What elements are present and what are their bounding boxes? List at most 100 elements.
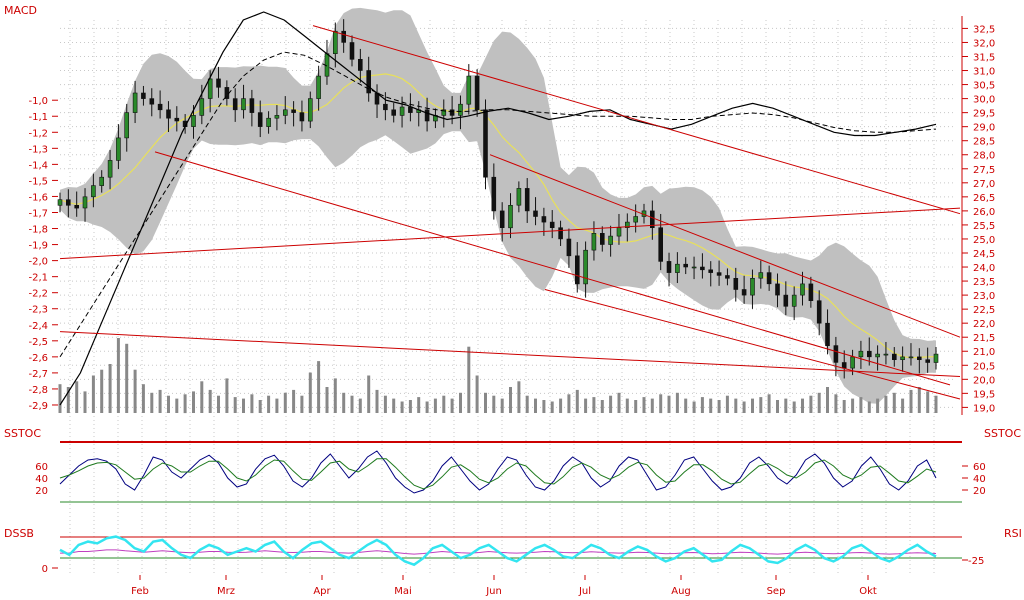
volume-bar (567, 394, 571, 414)
volume-bar (133, 369, 137, 413)
candle-body (282, 109, 288, 116)
price-tick-label: 26,0 (973, 207, 995, 218)
candle-body (633, 216, 639, 223)
price-tick-label: 22,0 (973, 319, 995, 330)
price-tick-label: 31,0 (973, 67, 995, 78)
macd-tick-label: -2,8 (28, 385, 48, 396)
candle-body (257, 112, 263, 127)
candle-body (516, 188, 522, 206)
volume-bar (225, 378, 229, 413)
volume-bar (509, 387, 512, 413)
price-tick-label: 20,5 (973, 361, 995, 372)
candle-body (274, 115, 280, 119)
volume-bar (500, 398, 504, 413)
stoch-left-tick-label: 60 (35, 462, 48, 473)
volume-bar (792, 401, 796, 413)
candle-body (166, 109, 171, 119)
candle-body (925, 359, 931, 363)
volume-bar (400, 401, 404, 413)
x-axis: Feb Mrz Apr Mai Jun Jul Aug Sep Okt (131, 575, 877, 597)
trendline-upper (312, 25, 961, 215)
volume-bar (909, 389, 913, 413)
volume-bar (884, 395, 888, 413)
volume-bar (233, 397, 237, 413)
volume-bar (141, 384, 145, 413)
volume-bar (725, 395, 729, 413)
price-tick-label: 27,0 (973, 179, 995, 190)
price-tick-label: 29,5 (973, 109, 995, 120)
x-tick-label: Jul (578, 586, 591, 597)
volume-bar (367, 375, 371, 413)
bollinger-band (60, 7, 936, 404)
rsi-tick-label: -25 (968, 556, 984, 567)
volume-bar (125, 343, 129, 413)
candle-body (591, 233, 597, 251)
volume-bar (116, 338, 120, 413)
candle-body (149, 98, 155, 105)
candle-body (491, 176, 497, 212)
trendline-rising (59, 207, 961, 260)
volume-bar (475, 375, 479, 413)
candle-body (624, 221, 630, 229)
volume-bar (158, 389, 162, 413)
stoch-left-tick-label: 40 (35, 474, 48, 485)
volume-bar (759, 397, 763, 413)
volume-bar (801, 398, 804, 413)
candle-body (616, 227, 622, 237)
price-tick-label: 23,5 (973, 277, 995, 288)
volume-bar (392, 398, 396, 413)
volume-bar (525, 395, 529, 413)
x-tick-label: Aug (671, 586, 691, 597)
macd-tick-label: -1,3 (28, 144, 48, 155)
macd-tick-label: -1,1 (28, 112, 48, 123)
candle-body (241, 98, 246, 111)
volume-bar (108, 364, 112, 413)
price-tick-label: 22,5 (973, 305, 995, 316)
stoch-fast-line (59, 450, 937, 494)
candle-body (174, 117, 180, 122)
volume-bar (600, 400, 604, 413)
volume-bar (851, 398, 855, 413)
candle-body (649, 210, 655, 228)
candle-body (733, 277, 739, 290)
candle-body (858, 350, 864, 358)
volume-bar (917, 387, 921, 413)
candle-body (800, 283, 805, 296)
macd-tick-label: -2,3 (28, 305, 48, 316)
volume-bar (717, 400, 721, 413)
candle-body (266, 117, 271, 127)
candle-body (57, 199, 63, 206)
candle-body (816, 300, 822, 324)
candle-body (383, 103, 388, 111)
x-tick-label: Sep (767, 586, 786, 597)
candle-body (566, 238, 572, 257)
candle-body (741, 289, 747, 296)
volume-bar (317, 361, 321, 413)
dssb-panel-left-label: DSSB (4, 527, 34, 540)
volume-bar (450, 398, 454, 413)
candle-body (141, 92, 146, 99)
volume-bar (625, 398, 629, 413)
moving-average (59, 73, 937, 359)
volume-bars (58, 338, 938, 414)
volume-bar (734, 398, 738, 413)
macd-tick-label: -1,2 (28, 128, 48, 139)
volume-bar (842, 400, 846, 413)
trendline-channel-lower (544, 289, 961, 400)
candle-body (82, 196, 88, 209)
candle-body (850, 356, 855, 369)
volume-bar (75, 381, 79, 413)
macd-tick-label: -1,9 (28, 241, 48, 252)
volume-bar (659, 394, 663, 414)
volume-bar (100, 369, 104, 413)
volume-bar (200, 381, 204, 413)
macd-tick-label: -1,0 (28, 96, 48, 107)
stoch-panel-right-label: SSTOC (984, 427, 1021, 440)
candle-body (533, 210, 538, 217)
volume-bar (550, 401, 554, 413)
candle-body (66, 199, 71, 206)
volume-bar (275, 398, 279, 413)
volume-bar (267, 395, 271, 413)
price-tick-label: 32,0 (973, 38, 995, 49)
